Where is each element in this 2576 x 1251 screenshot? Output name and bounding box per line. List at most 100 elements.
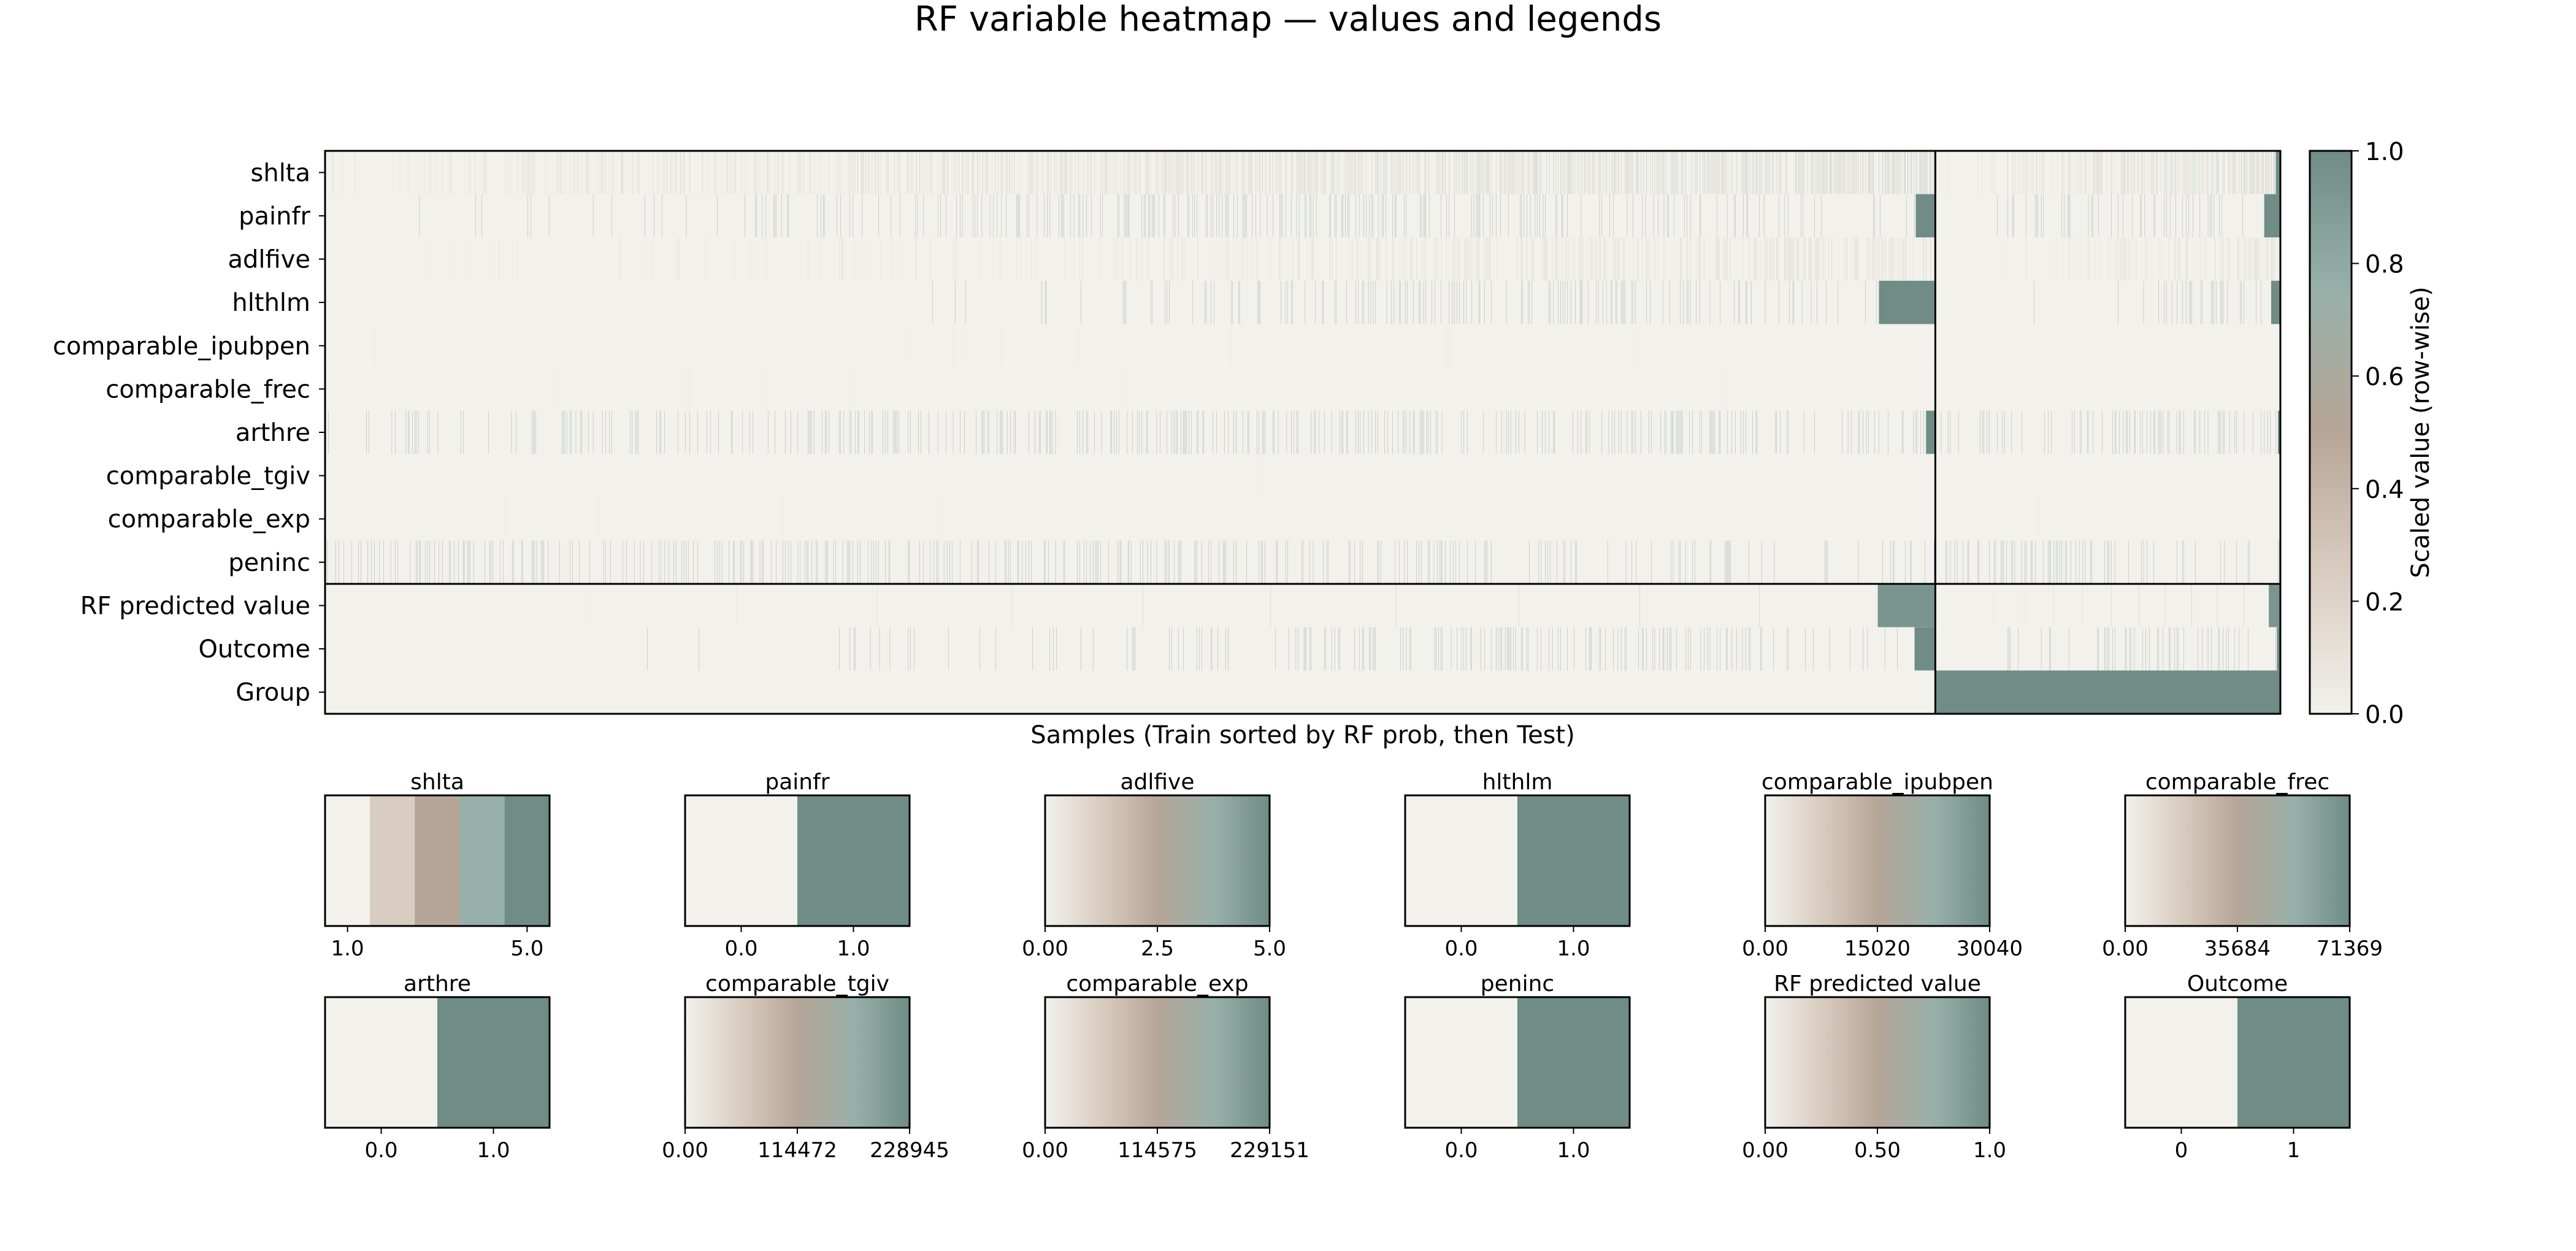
legend-tick-label: 1: [2287, 1138, 2301, 1163]
legend-title: adlfive: [1120, 770, 1194, 795]
legend-panel: comparable_exp 0.00 114575 229151: [1022, 971, 1309, 1163]
heatmap-cell: [1935, 670, 2281, 714]
legend-tick-label: 0: [2175, 1138, 2188, 1163]
legend-tick-label: 15020: [1844, 936, 1911, 961]
legend-title: Outcome: [2187, 971, 2288, 997]
row-labels: shlta painfr adlfive hlthlm comparable_ipubp…: [53, 159, 325, 707]
legend-swatch: [1517, 997, 1630, 1128]
legend-tick-label: 1.0: [331, 936, 364, 961]
row-label: comparable_ipubpen: [53, 332, 310, 361]
heatmap-row: [325, 237, 2280, 281]
row-label: comparable_tgiv: [106, 462, 310, 491]
legend-tick-label: 114472: [757, 1138, 837, 1163]
colorbar-tick-label: 1.0: [2365, 138, 2404, 166]
colorbar-tick-label: 0.8: [2365, 251, 2404, 279]
legend-swatch: [459, 795, 505, 926]
legend-title: hlthlm: [1482, 770, 1553, 795]
legend-frame: [324, 996, 551, 1129]
heatmap-row: [325, 151, 2281, 194]
legend-swatch: [325, 795, 370, 926]
legend-swatch: [2125, 997, 2238, 1128]
legend-tick-label: 0.0: [364, 1138, 397, 1163]
figure-title: RF variable heatmap — values and legends: [914, 0, 1662, 39]
row-label: arthre: [236, 419, 310, 447]
legend-tick-label: 0.0: [724, 936, 757, 961]
heatmap-cell: [2278, 410, 2281, 454]
legend-title: peninc: [1481, 971, 1554, 997]
heatmap-panel: shlta painfr adlfive hlthlm comparable_ipubp…: [53, 150, 2282, 749]
legend-tick-label: 71369: [2317, 936, 2383, 961]
legend-tick-label: 5.0: [1253, 936, 1286, 961]
legend-tick-label: 0.00: [662, 1138, 708, 1163]
legend-frame: [2124, 996, 2351, 1129]
legend-tick-label: 1.0: [477, 1138, 510, 1163]
heatmap-row: [325, 670, 2281, 714]
heatmap-cell: [1915, 194, 1936, 238]
colorbar-tick-label: 0.4: [2365, 476, 2404, 504]
heatmap-row: [325, 410, 2281, 454]
heatmap-cell: [1877, 584, 1936, 627]
legend-gradient: [1045, 795, 1270, 926]
legend-title: comparable_frec: [2145, 770, 2329, 795]
heatmap-row: [325, 627, 2281, 671]
heatmap-row: [325, 497, 2280, 541]
colorbar-label: Scaled value (row-wise): [2407, 286, 2435, 578]
heatmap-row: [325, 454, 2280, 497]
colorbar-tick-label: 0.2: [2365, 588, 2404, 616]
row-label: peninc: [228, 549, 310, 577]
legend-title: arthre: [404, 971, 471, 997]
heatmap-cell: [2269, 584, 2281, 627]
row-label: Group: [236, 679, 310, 707]
legend-swatch: [415, 795, 461, 926]
colorbar-tick-label: 0.0: [2365, 701, 2404, 729]
legend-title: comparable_ipubpen: [1761, 770, 1993, 795]
heatmap-row: [325, 280, 2281, 324]
colorbar-ticks: 0.0 0.2 0.4 0.6 0.8 1.0: [2352, 138, 2404, 729]
legend-frame: [684, 794, 911, 927]
legend-panel: arthre 0.0 1.0: [324, 971, 551, 1163]
legend-gradient: [2125, 795, 2350, 926]
legend-tick-label: 114575: [1117, 1138, 1197, 1163]
legend-panel: peninc 0.0 1.0: [1404, 971, 1631, 1163]
colorbar-gradient: [2309, 150, 2353, 715]
legend-tick-label: 1.0: [1973, 1138, 2006, 1163]
legend-tick-label: 229151: [1230, 1138, 1309, 1163]
legend-swatch: [325, 997, 438, 1128]
legend-tick-label: 0.0: [1444, 1138, 1478, 1163]
legend-swatch: [437, 997, 550, 1128]
legend-tick-label: 2.5: [1141, 936, 1174, 961]
row-label: Outcome: [198, 635, 310, 664]
row-label: hlthlm: [232, 289, 310, 317]
heatmap-row: [325, 367, 2280, 411]
row-label: comparable_exp: [108, 505, 310, 534]
legend-swatch: [370, 795, 415, 926]
heatmap-cell: [1926, 410, 1936, 454]
heatmap-cell: [2275, 151, 2281, 194]
legend-panel: RF predicted value 0.00 0.50 1.0: [1742, 971, 2006, 1163]
heatmap-cell: [2264, 194, 2281, 238]
legend-frame: [324, 794, 551, 927]
heatmap-row: [325, 584, 2281, 627]
legend-swatch: [1405, 997, 1518, 1128]
heatmap-row: [325, 324, 2280, 368]
legend-tick-label: 1.0: [1557, 1138, 1590, 1163]
legend-frame: [1404, 794, 1631, 927]
legend-title: comparable_exp: [1066, 971, 1248, 997]
legend-tick-label: 0.00: [2102, 936, 2149, 961]
colorbar: 0.0 0.2 0.4 0.6 0.8 1.0 Scaled value (row-wis…: [2309, 138, 2435, 729]
legend-tick-label: 0.0: [1444, 936, 1478, 961]
legend-panel: painfr 0.0 1.0: [684, 770, 911, 961]
legend-swatch: [1405, 795, 1518, 926]
legend-panel: comparable_frec 0.00 35684 71369: [2102, 770, 2383, 961]
colorbar-tick-label: 0.6: [2365, 363, 2404, 391]
row-label: adlfive: [228, 246, 311, 274]
row-label: painfr: [239, 202, 310, 231]
heatmap-cell: [1914, 627, 1936, 671]
legend-panel: hlthlm 0.0 1.0: [1404, 770, 1631, 961]
legend-tick-label: 0.00: [1022, 936, 1068, 961]
legend-panel: shlta 1.0 5.0: [324, 770, 551, 961]
heatmap-cells: [325, 151, 2281, 714]
legend-tick-label: 0.50: [1854, 1138, 1901, 1163]
legend-tick-label: 1.0: [1557, 936, 1590, 961]
